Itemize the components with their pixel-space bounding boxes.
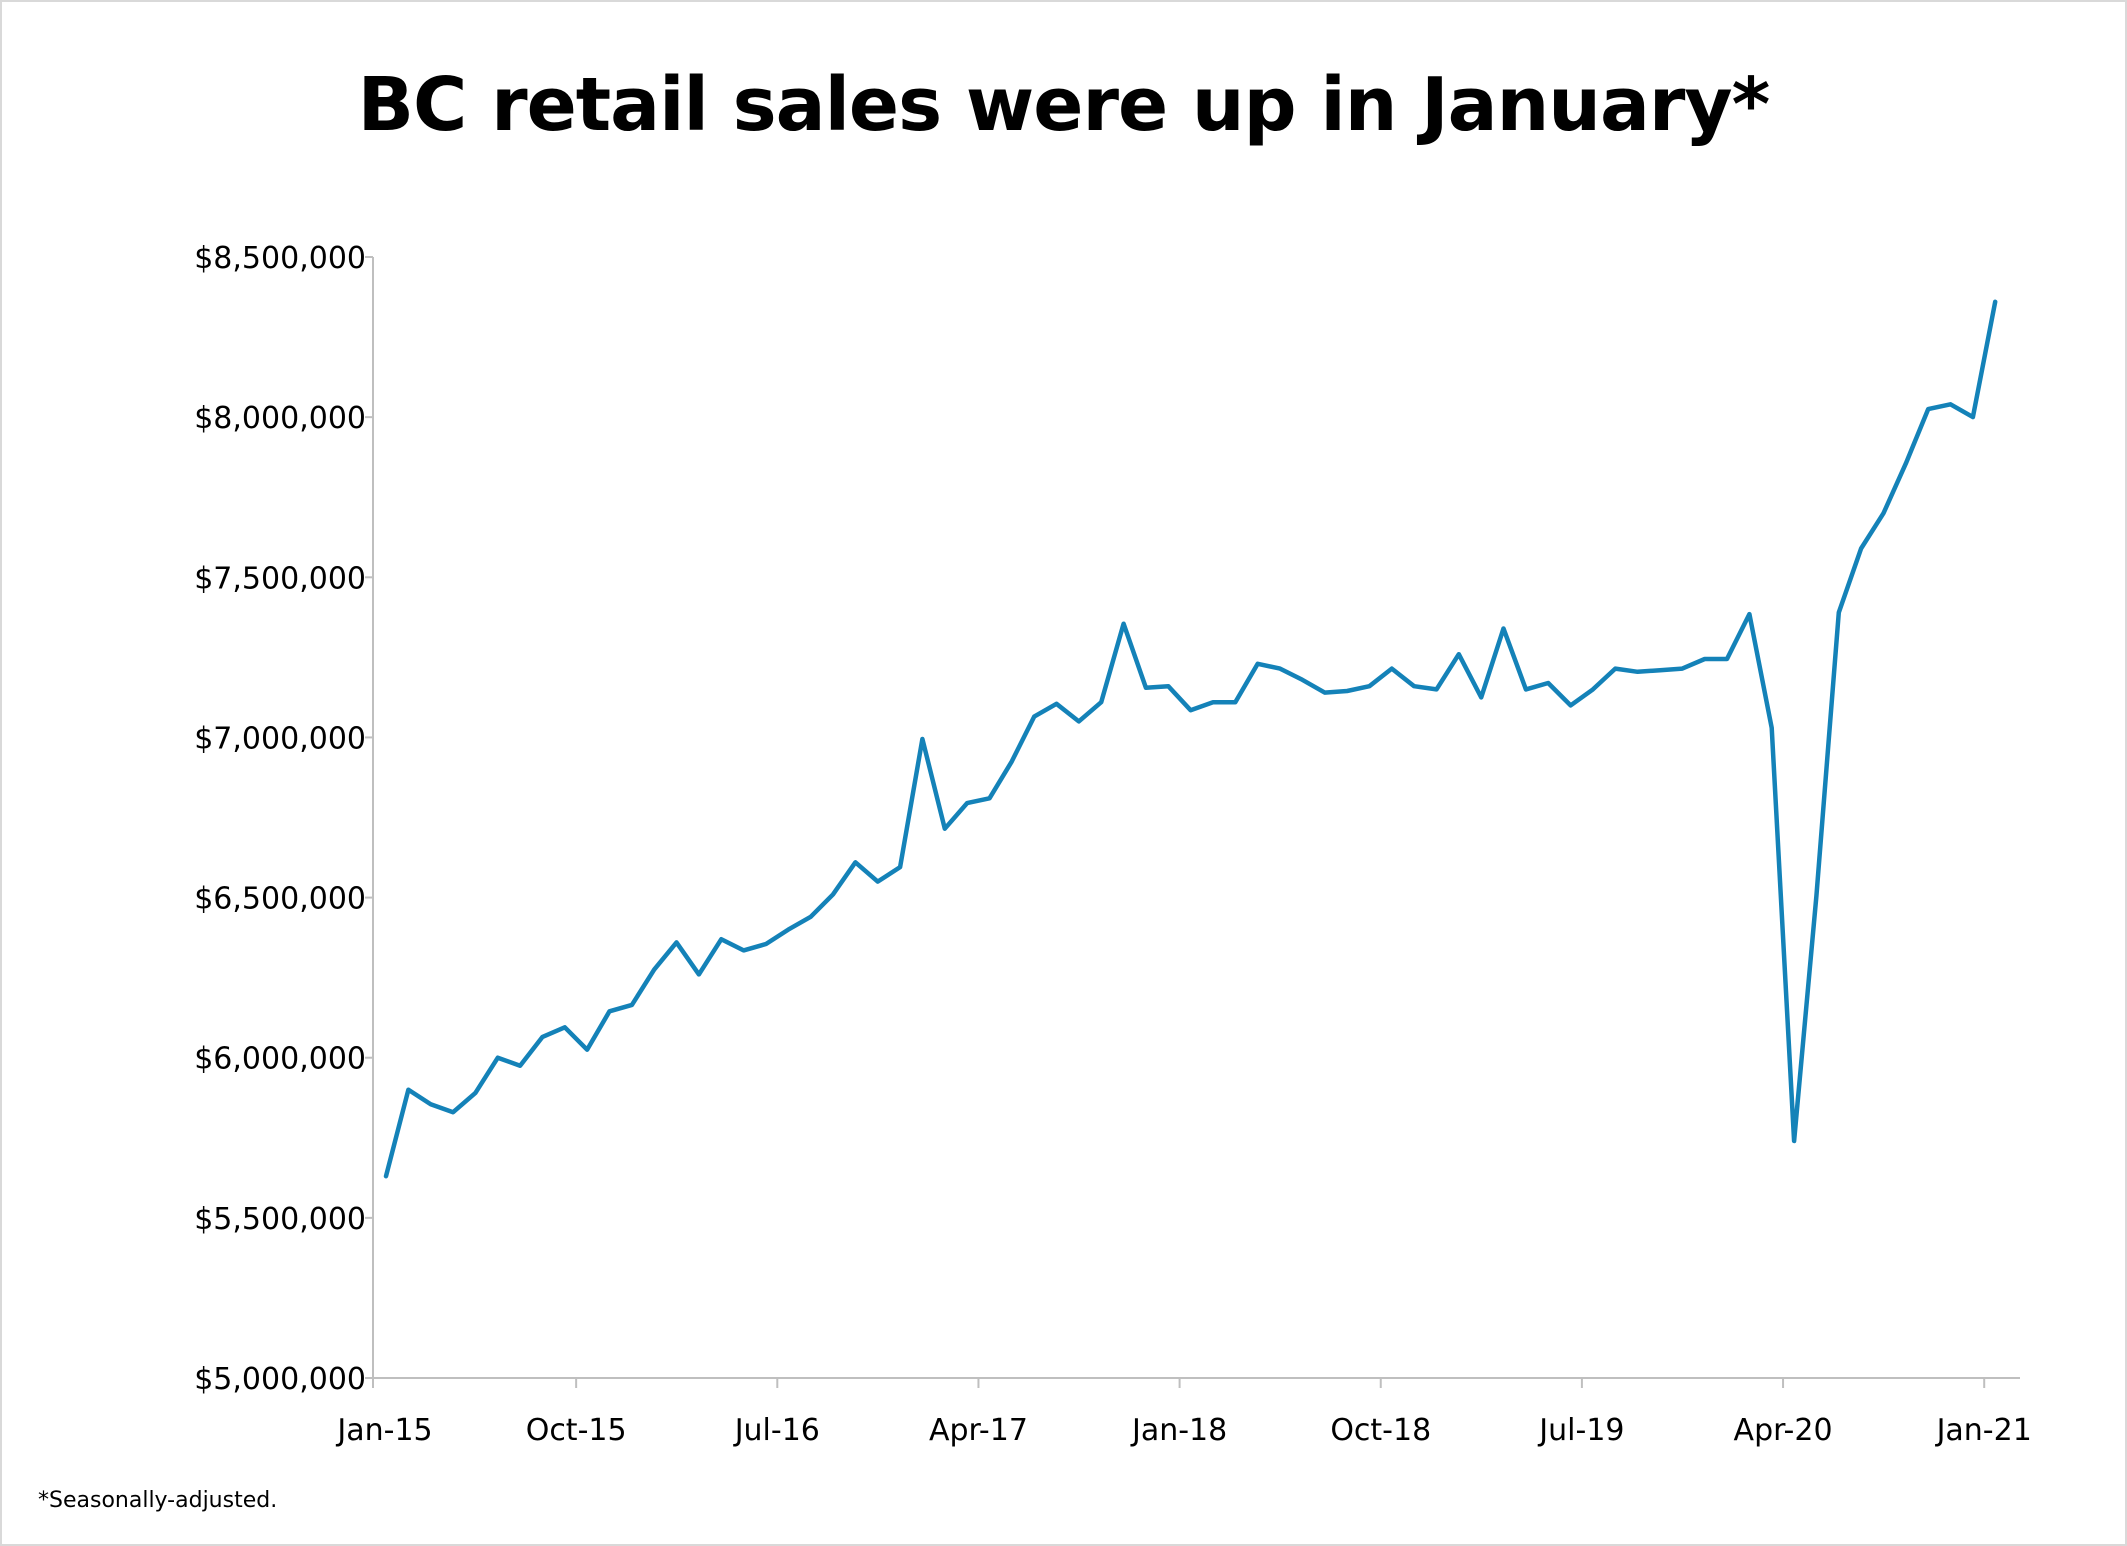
series-group [383, 299, 1998, 1179]
x-tick-label: Jan-21 [1935, 1413, 2032, 1448]
y-tick-label: $5,500,000 [194, 1202, 366, 1237]
y-tick-label: $7,000,000 [194, 721, 366, 756]
chart-title: BC retail sales were up in January* [357, 62, 1771, 148]
y-axis: $5,000,000 $5,500,000 $6,000,000 $6,500,000… [194, 241, 374, 1397]
y-tick-label: $5,000,000 [194, 1362, 366, 1397]
y-tick-label: $7,500,000 [194, 561, 366, 596]
x-tick-label: Oct-18 [1330, 1413, 1431, 1448]
x-tick-label: Apr-20 [1734, 1413, 1833, 1448]
x-tick-label: Jul-16 [733, 1413, 820, 1448]
series-line [383, 299, 1998, 1179]
x-axis: Jan-15 Oct-15 Jul-16 Apr-17 Jan-18 Oct-18 Jul-… [335, 1377, 2032, 1448]
x-tick-label: Jan-18 [1130, 1413, 1227, 1448]
x-tick-label: Jan-15 [335, 1413, 432, 1448]
x-tick-label: Apr-17 [929, 1413, 1028, 1448]
x-tick-label: Jul-19 [1537, 1413, 1624, 1448]
y-tick-label: $6,000,000 [194, 1042, 366, 1077]
footnote: *Seasonally-adjusted. [38, 1488, 278, 1513]
y-tick-label: $8,000,000 [194, 401, 366, 436]
y-tick-label: $8,500,000 [194, 241, 366, 276]
x-tick-label: Oct-15 [526, 1413, 627, 1448]
y-tick-label: $6,500,000 [194, 882, 366, 917]
